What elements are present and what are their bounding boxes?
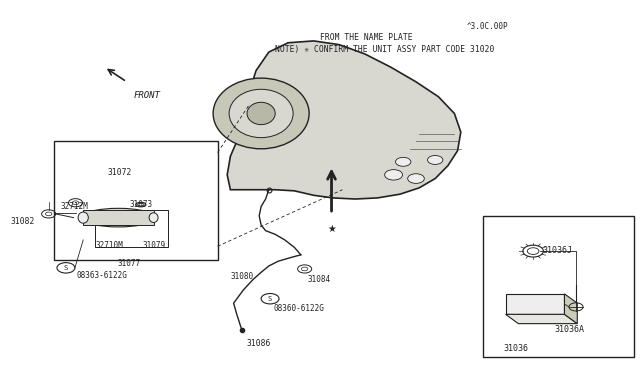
Circle shape [428, 155, 443, 164]
Text: 08363-6122G: 08363-6122G [77, 271, 127, 280]
Circle shape [408, 174, 424, 183]
Text: 32712M: 32712M [61, 202, 88, 211]
Text: 31073: 31073 [129, 200, 152, 209]
Text: 31079: 31079 [142, 241, 165, 250]
Text: 31036A: 31036A [554, 325, 584, 334]
Ellipse shape [247, 102, 275, 125]
Bar [483, 216, 634, 357]
Text: S: S [268, 296, 272, 302]
Ellipse shape [81, 208, 156, 227]
Bar [506, 294, 564, 314]
Text: 31036: 31036 [504, 344, 529, 353]
Text: 31036J: 31036J [543, 246, 573, 255]
Polygon shape [564, 294, 577, 324]
Text: 31077: 31077 [117, 259, 140, 268]
Bar [54, 141, 218, 260]
Text: ★: ★ [327, 224, 336, 234]
Text: ^3.0C.00P: ^3.0C.00P [467, 22, 509, 31]
Polygon shape [506, 314, 577, 324]
Circle shape [396, 157, 411, 166]
Ellipse shape [149, 213, 158, 222]
Text: 31082: 31082 [11, 217, 35, 225]
Circle shape [385, 170, 403, 180]
Ellipse shape [78, 212, 88, 223]
Bar [95, 210, 168, 247]
Text: 32710M: 32710M [96, 241, 124, 250]
Text: FROM THE NAME PLATE: FROM THE NAME PLATE [320, 33, 413, 42]
Text: 08360-6122G: 08360-6122G [274, 304, 324, 313]
Bar [83, 210, 154, 225]
Ellipse shape [213, 78, 309, 149]
Text: FRONT: FRONT [133, 91, 160, 100]
Text: S: S [64, 265, 68, 271]
Text: NOTE) ✳ CONFIRM THE UNIT ASSY PART CODE 31020: NOTE) ✳ CONFIRM THE UNIT ASSY PART CODE … [275, 45, 495, 54]
Text: 31080: 31080 [230, 272, 253, 281]
Polygon shape [227, 41, 461, 199]
Text: 31084: 31084 [307, 275, 330, 284]
Text: 31086: 31086 [246, 339, 271, 348]
Text: 31072: 31072 [108, 168, 132, 177]
Ellipse shape [229, 89, 293, 138]
